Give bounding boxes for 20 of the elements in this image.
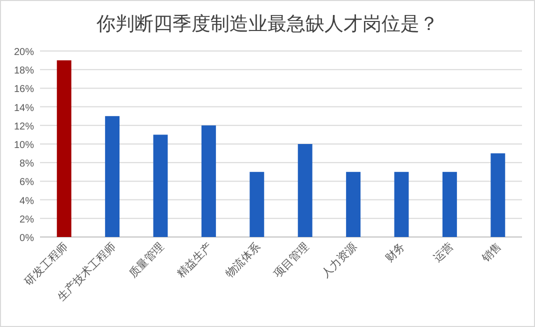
y-tick-label: 0% bbox=[20, 233, 34, 244]
x-tick-label: 质量管理 bbox=[126, 240, 167, 280]
title: 你判断四季度制造业最急缺人才岗位是？ bbox=[96, 14, 438, 35]
y-tick-label: 12% bbox=[14, 121, 34, 132]
y-tick-label: 16% bbox=[14, 84, 34, 96]
x-tick-label: 项目管理 bbox=[272, 240, 312, 280]
x-tick-label: 财务 bbox=[382, 240, 408, 265]
y-tick-label: 20% bbox=[14, 47, 34, 58]
y-tick-label: 6% bbox=[20, 177, 34, 188]
x-tick-label: 精益生产 bbox=[174, 240, 215, 280]
y-tick-label: 14% bbox=[14, 102, 34, 114]
y-tick-label: 4% bbox=[20, 196, 34, 207]
x-tick-label: 物流体系 bbox=[222, 240, 264, 280]
y-tick-label: 18% bbox=[14, 66, 34, 77]
y-tick-label: 10% bbox=[14, 140, 34, 151]
x-tick-label: 运营 bbox=[431, 240, 456, 265]
x-tick-label: 销售 bbox=[479, 240, 504, 266]
y-tick-label: 8% bbox=[20, 158, 34, 170]
y-tick-label: 2% bbox=[20, 214, 34, 226]
x-tick-label: 人力资源 bbox=[319, 240, 360, 280]
